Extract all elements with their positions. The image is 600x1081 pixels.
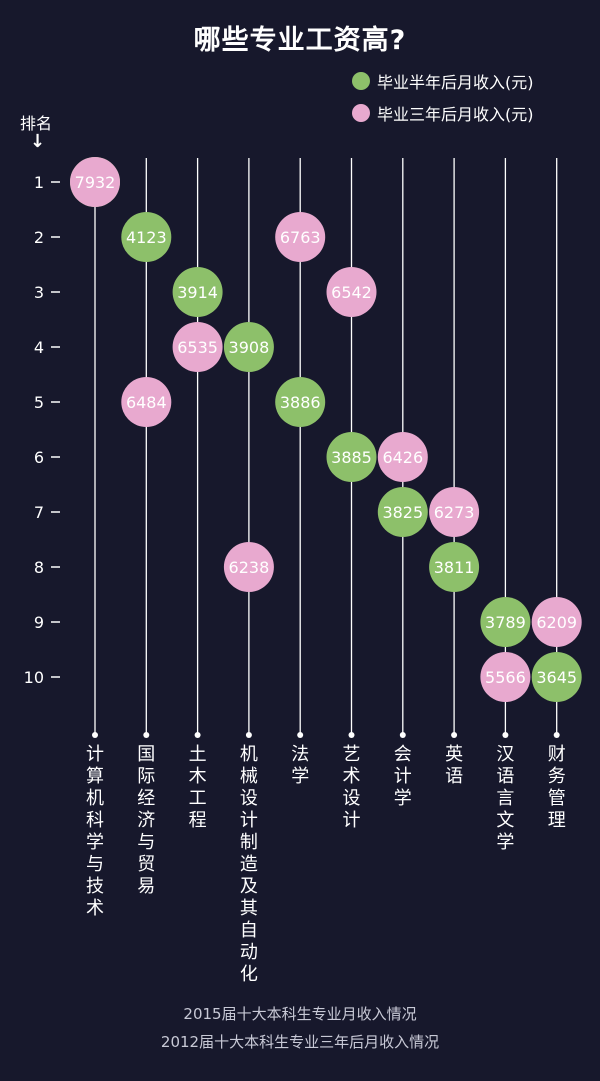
- half-year-point: [429, 542, 480, 592]
- footer-line-2: 2012届十大本科生专业三年后月收入情况: [160, 1033, 440, 1051]
- half-year-point: [121, 212, 172, 262]
- category-label: 计算机科学与技术: [86, 744, 104, 919]
- category-label: 土木工程: [189, 744, 207, 831]
- category-line-end-dot: [297, 732, 304, 738]
- category-line-end-dot: [399, 732, 406, 738]
- half-year-value-label: 3811: [434, 558, 475, 577]
- rank-tick-label: 5: [34, 393, 44, 412]
- rank-tick-label: 3: [34, 283, 44, 302]
- three-year-point: [480, 652, 531, 702]
- rank-tick-label: 4: [34, 338, 44, 357]
- category-line-end-dot: [143, 732, 150, 738]
- chart-plot: 1 2 3 4 5 6 7 8 9 10 计算机科学与技术 国际经济与贸易 土木工程 机械设计制造及其自动…: [24, 157, 582, 985]
- category-label: 会计学: [394, 744, 412, 809]
- rank-tick-label: 10: [24, 668, 44, 687]
- category-label: 机械设计制造及其自动化: [240, 744, 258, 985]
- category-label: 财务管理: [548, 744, 566, 831]
- rank-tick-label: 1: [34, 173, 44, 192]
- half-year-point: [275, 377, 326, 427]
- three-year-point: [275, 212, 326, 262]
- category-label: 英语: [445, 744, 463, 787]
- three-year-point: [326, 267, 377, 317]
- three-year-point: [531, 597, 582, 647]
- three-year-value-label: 6273: [434, 503, 475, 522]
- half-year-point: [172, 267, 223, 317]
- rank-tick-label: 8: [34, 558, 44, 577]
- half-year-value-label: 3789: [485, 613, 526, 632]
- legend-label-half-year: 毕业半年后月收入(元): [377, 73, 534, 92]
- category-line-end-dot: [348, 732, 355, 738]
- rank-tick-label: 9: [34, 613, 44, 632]
- half-year-value-label: 3645: [536, 668, 577, 687]
- three-year-point: [223, 542, 274, 592]
- three-year-point: [121, 377, 172, 427]
- three-year-value-label: 5566: [485, 668, 526, 687]
- half-year-point: [326, 432, 377, 482]
- three-year-value-label: 7932: [75, 173, 116, 192]
- half-year-point: [223, 322, 274, 372]
- half-year-value-label: 3886: [280, 393, 321, 412]
- category-label: 汉语言文学: [496, 744, 514, 853]
- category-line-end-dot: [502, 732, 509, 738]
- category-label: 国际经济与贸易: [137, 744, 155, 897]
- rank-tick-label: 7: [34, 503, 44, 522]
- rank-axis-label: 排名: [20, 114, 53, 133]
- category-line-end-dot: [553, 732, 560, 738]
- three-year-value-label: 6763: [280, 228, 321, 247]
- three-year-value-label: 6542: [331, 283, 372, 302]
- half-year-value-label: 3914: [177, 283, 218, 302]
- three-year-value-label: 6238: [229, 558, 270, 577]
- three-year-value-label: 6535: [177, 338, 218, 357]
- half-year-point: [377, 487, 428, 537]
- half-year-value-label: 3908: [229, 338, 270, 357]
- three-year-point: [377, 432, 428, 482]
- half-year-value-label: 3885: [331, 448, 372, 467]
- category-line-end-dot: [451, 732, 458, 738]
- footer-line-1: 2015届十大本科生专业月收入情况: [183, 1005, 417, 1023]
- legend-pink-dot-icon: [352, 104, 370, 122]
- three-year-value-label: 6484: [126, 393, 167, 412]
- three-year-point: [172, 322, 223, 372]
- category-line-end-dot: [245, 732, 252, 738]
- three-year-value-label: 6426: [382, 448, 423, 467]
- category-line-end-dot: [194, 732, 201, 738]
- three-year-value-label: 6209: [536, 613, 577, 632]
- three-year-point: [70, 157, 120, 207]
- legend-green-dot-icon: [352, 72, 370, 90]
- category-label: 法学: [291, 744, 309, 787]
- chart-title: 哪些专业工资高?: [193, 25, 407, 56]
- rank-tick-label: 6: [34, 448, 44, 467]
- three-year-point: [429, 487, 480, 537]
- legend-item-half-year: 毕业半年后月收入(元): [352, 68, 534, 94]
- rank-tick-label: 2: [34, 228, 44, 247]
- category-label: 艺术设计: [343, 744, 361, 831]
- category-line-end-dot: [92, 732, 98, 738]
- half-year-point: [480, 597, 531, 647]
- down-arrow-icon: ↓: [30, 131, 46, 152]
- half-year-value-label: 3825: [382, 503, 423, 522]
- half-year-value-label: 4123: [126, 228, 167, 247]
- half-year-point: [531, 652, 582, 702]
- legend-item-three-year: 毕业三年后月收入(元): [352, 100, 534, 126]
- legend-label-three-year: 毕业三年后月收入(元): [377, 105, 534, 124]
